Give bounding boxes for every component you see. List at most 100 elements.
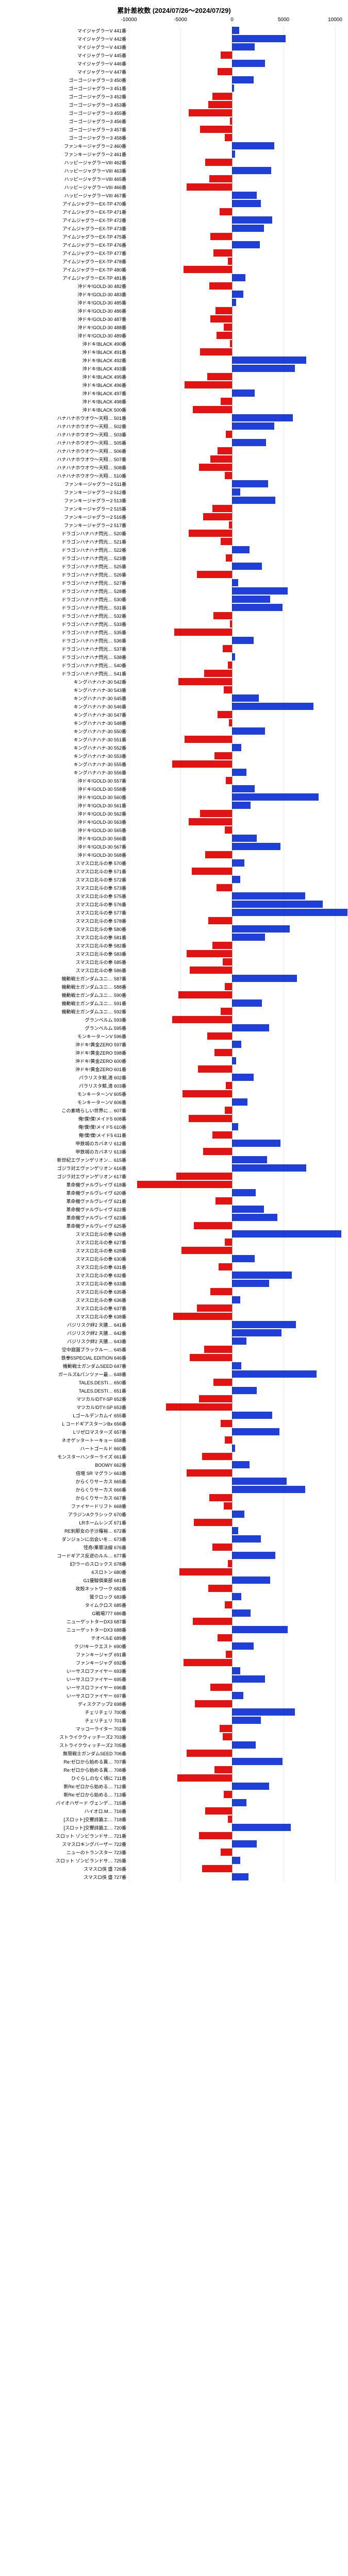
row-label: アイムジャグラーEX-TP 477番 <box>8 250 129 257</box>
bar <box>232 192 257 199</box>
row-label: マイジャグラーV 441番 <box>8 27 129 34</box>
row-label: からくりサーカス 667番 <box>8 1495 129 1501</box>
bar <box>220 1725 232 1732</box>
row-label: ゴーゴージャグラー3 457番 <box>8 126 129 133</box>
row-label: キングハナハナ-30 542番 <box>8 679 129 685</box>
bar <box>174 629 232 636</box>
row-label: モンキーターンV 605番 <box>8 1091 129 1097</box>
row-label: ハッピージャグラーVIII 463番 <box>8 167 129 174</box>
bar <box>217 884 232 891</box>
bar <box>208 917 232 924</box>
row-label: ハッピージャグラーVIII 462番 <box>8 159 129 166</box>
bar <box>194 1519 232 1526</box>
row-label: ドラゴンハナハナ閃光… 531番 <box>8 604 129 611</box>
row-label: 俺!僕!僕!メイド5 610番 <box>8 1124 129 1130</box>
grid-line <box>335 26 336 1881</box>
row-label: ハイオロ.M… 716番 <box>8 1808 129 1815</box>
bar <box>232 1255 255 1262</box>
chart-title: 累計差枚数 (2024/07/26～2024/07/29) <box>5 5 343 15</box>
bar <box>232 1708 295 1716</box>
row-label: ネオゲッタートーキョー 658番 <box>8 1437 129 1444</box>
row-label: 機動戦士ガンダムユニ… 591番 <box>8 1000 129 1007</box>
row-label: 鉄拳5SPECIAL EDITION 646番 <box>8 1354 129 1361</box>
bar <box>224 1502 232 1510</box>
bar <box>190 1354 232 1361</box>
bar <box>232 1280 269 1287</box>
row-label: テオベルE 689番 <box>8 1635 129 1641</box>
row-label: からくりサーカス 665番 <box>8 1478 129 1485</box>
bar <box>232 422 274 430</box>
bar <box>232 1296 240 1303</box>
row-label: ファンキージャグ 691番 <box>8 1651 129 1658</box>
bar <box>208 101 232 108</box>
row-label: 沖ドキ!BLACK 490番 <box>8 341 129 347</box>
bar <box>232 563 262 570</box>
row-label: ガールズ&パンツァー最… 648番 <box>8 1371 129 1378</box>
row-label: ハナハナホウオウ～天翔… 501番 <box>8 415 129 421</box>
row-label: スマスロ北斗の拳 638番 <box>8 1313 129 1320</box>
row-label: キングハナハナ-30 552番 <box>8 744 129 751</box>
row-label: 革命機ヴァルヴレイヴ 623番 <box>8 1214 129 1221</box>
row-label: スマスロ北斗の拳 580番 <box>8 926 129 933</box>
bar <box>232 1321 296 1328</box>
bar <box>232 43 255 50</box>
row-label: キングハナハナ-30 553番 <box>8 753 129 759</box>
bar <box>187 950 232 957</box>
row-label: 新Re:ゼロから始める… 712番 <box>8 1783 129 1790</box>
row-label: ニューゲットターDX3 687番 <box>8 1618 129 1625</box>
row-label: マッコーライター 702番 <box>8 1725 129 1732</box>
row-label: ファンキージャグラー2 513番 <box>8 497 129 504</box>
bar <box>232 546 250 553</box>
bar <box>189 818 232 825</box>
bar <box>208 1585 232 1592</box>
bar <box>220 208 232 215</box>
bar <box>225 983 232 990</box>
bar <box>232 1593 241 1600</box>
bar <box>172 760 232 768</box>
bar <box>232 1577 270 1584</box>
row-label: ドラゴンハナハナ閃光… 522番 <box>8 547 129 553</box>
row-label: アラジンAクラシック 670番 <box>8 1511 129 1518</box>
row-label: ニューゲットターDX3 688番 <box>8 1626 129 1633</box>
row-label: Lゴールデンカムイ 655番 <box>8 1412 129 1419</box>
bar <box>225 134 232 141</box>
row-label: [スロット]交響詩篇エ… 718番 <box>8 1816 129 1823</box>
row-label: ハッピージャグラーVIII 465番 <box>8 176 129 182</box>
row-label: グランベルム 595番 <box>8 1025 129 1031</box>
bar <box>216 307 232 314</box>
row-label: G1優駿倶楽部 681番 <box>8 1577 129 1584</box>
row-label: キングハナハナ-30 546番 <box>8 703 129 710</box>
bar <box>200 348 232 355</box>
x-axis: -10000-50000500010000 <box>129 16 335 26</box>
row-label: キングハナハナ-30 548番 <box>8 720 129 726</box>
bar <box>232 1642 254 1650</box>
row-label: ファンキージャグ 692番 <box>8 1659 129 1666</box>
bar <box>224 1791 232 1798</box>
row-label: 空中庭園ブラックルー… 645番 <box>8 1346 129 1353</box>
row-label: 沖ドキ!GOLD-30 485番 <box>8 299 129 306</box>
bar <box>183 1090 232 1097</box>
bar <box>202 1453 232 1460</box>
row-label: キングハナハナ-30 543番 <box>8 687 129 693</box>
row-label: 沖ドキ!BLACK 495番 <box>8 374 129 380</box>
bar <box>200 810 232 817</box>
row-label: 革命機ヴァルヴレイヴ 618番 <box>8 1181 129 1188</box>
bar <box>185 381 232 388</box>
row-label: ドラゴンハナハナ閃光… 523番 <box>8 555 129 562</box>
bar <box>195 1700 232 1707</box>
bar <box>232 1667 240 1674</box>
row-label: チェリチェリ 700番 <box>8 1709 129 1716</box>
row-label: スマスロ北斗の拳 637番 <box>8 1305 129 1312</box>
bar <box>232 1024 269 1031</box>
row-label: ドラゴンハナハナ閃光… 533番 <box>8 621 129 628</box>
bar <box>232 1214 277 1221</box>
row-label: G戦場777 686番 <box>8 1610 129 1617</box>
row-label: 甲鉄城のカバネリ 613番 <box>8 1148 129 1155</box>
bar <box>232 909 347 916</box>
row-label: キングハナハナ-30 551番 <box>8 736 129 743</box>
row-label: スマスロ北斗の拳 585番 <box>8 959 129 965</box>
row-label: アイムジャグラーEX-TP 478番 <box>8 258 129 265</box>
bar <box>202 1865 232 1872</box>
bar <box>181 1247 232 1254</box>
row-label: アイムジャグラーEX-TP 481番 <box>8 275 129 281</box>
